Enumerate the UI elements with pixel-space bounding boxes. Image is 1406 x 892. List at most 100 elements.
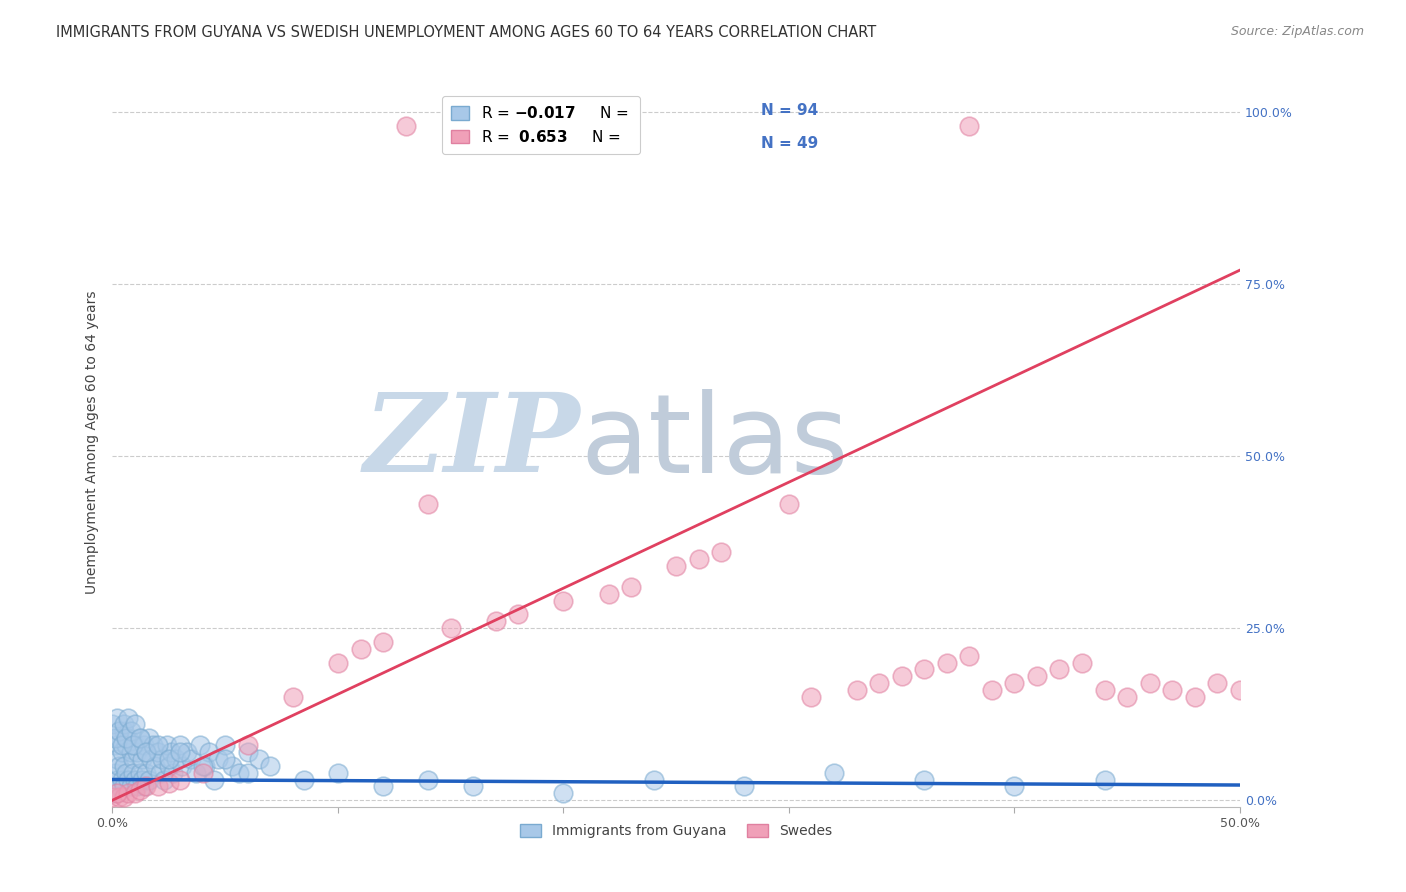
Point	[172, 758, 194, 772]
Point	[207, 752, 229, 766]
Point	[146, 738, 169, 752]
Point	[1139, 676, 1161, 690]
Point	[247, 752, 270, 766]
Point	[733, 780, 755, 794]
Point	[157, 758, 180, 772]
Point	[138, 772, 160, 787]
Point	[1094, 772, 1116, 787]
Point	[236, 765, 259, 780]
Point	[108, 789, 131, 804]
Point	[101, 717, 124, 731]
Point	[108, 758, 131, 772]
Point	[104, 731, 127, 746]
Point	[1206, 676, 1229, 690]
Text: N = 49: N = 49	[761, 136, 818, 151]
Text: N = 94: N = 94	[761, 103, 818, 118]
Point	[485, 614, 508, 628]
Point	[124, 786, 146, 800]
Point	[112, 789, 135, 804]
Point	[120, 724, 142, 739]
Point	[110, 745, 132, 759]
Point	[176, 745, 198, 759]
Point	[117, 786, 139, 800]
Point	[150, 752, 173, 766]
Point	[890, 669, 912, 683]
Point	[1229, 683, 1251, 698]
Point	[157, 752, 180, 766]
Point	[115, 738, 138, 752]
Point	[169, 738, 191, 752]
Point	[228, 765, 250, 780]
Point	[184, 765, 207, 780]
Point	[214, 752, 236, 766]
Point	[132, 780, 155, 794]
Y-axis label: Unemployment Among Ages 60 to 64 years: Unemployment Among Ages 60 to 64 years	[86, 291, 100, 594]
Point	[1002, 676, 1025, 690]
Point	[1002, 780, 1025, 794]
Point	[198, 745, 221, 759]
Point	[115, 765, 138, 780]
Point	[149, 765, 172, 780]
Point	[643, 772, 665, 787]
Point	[124, 772, 146, 787]
Point	[1161, 683, 1184, 698]
Point	[202, 772, 225, 787]
Point	[688, 552, 710, 566]
Point	[117, 731, 139, 746]
Point	[394, 119, 416, 133]
Point	[117, 772, 139, 787]
Text: Source: ZipAtlas.com: Source: ZipAtlas.com	[1230, 25, 1364, 38]
Point	[553, 593, 575, 607]
Point	[146, 745, 169, 759]
Point	[117, 710, 139, 724]
Point	[823, 765, 845, 780]
Point	[221, 758, 243, 772]
Text: IMMIGRANTS FROM GUYANA VS SWEDISH UNEMPLOYMENT AMONG AGES 60 TO 64 YEARS CORRELA: IMMIGRANTS FROM GUYANA VS SWEDISH UNEMPL…	[56, 25, 876, 40]
Point	[131, 772, 153, 787]
Point	[281, 690, 304, 704]
Point	[620, 580, 643, 594]
Point	[868, 676, 890, 690]
Point	[191, 758, 214, 772]
Point	[162, 765, 184, 780]
Point	[190, 738, 212, 752]
Point	[112, 724, 135, 739]
Point	[194, 758, 217, 772]
Legend: Immigrants from Guyana, Swedes: Immigrants from Guyana, Swedes	[515, 819, 838, 844]
Point	[110, 772, 132, 787]
Point	[155, 738, 177, 752]
Point	[139, 752, 162, 766]
Point	[598, 587, 620, 601]
Point	[143, 758, 166, 772]
Point	[105, 710, 128, 724]
Point	[326, 656, 349, 670]
Point	[508, 607, 530, 622]
Point	[710, 545, 733, 559]
Point	[138, 731, 160, 746]
Point	[153, 772, 176, 787]
Point	[236, 745, 259, 759]
Point	[128, 731, 150, 746]
Point	[371, 635, 394, 649]
Point	[121, 765, 143, 780]
Point	[135, 745, 157, 759]
Point	[128, 731, 150, 746]
Point	[121, 752, 143, 766]
Point	[135, 780, 157, 794]
Point	[800, 690, 823, 704]
Point	[845, 683, 868, 698]
Point	[160, 745, 183, 759]
Point	[105, 772, 128, 787]
Point	[214, 738, 236, 752]
Point	[105, 752, 128, 766]
Point	[1184, 690, 1206, 704]
Point	[371, 780, 394, 794]
Point	[101, 786, 124, 800]
Point	[957, 648, 980, 663]
Point	[157, 776, 180, 790]
Point	[146, 780, 169, 794]
Point	[165, 752, 187, 766]
Point	[1071, 656, 1094, 670]
Point	[104, 738, 127, 752]
Point	[169, 772, 191, 787]
